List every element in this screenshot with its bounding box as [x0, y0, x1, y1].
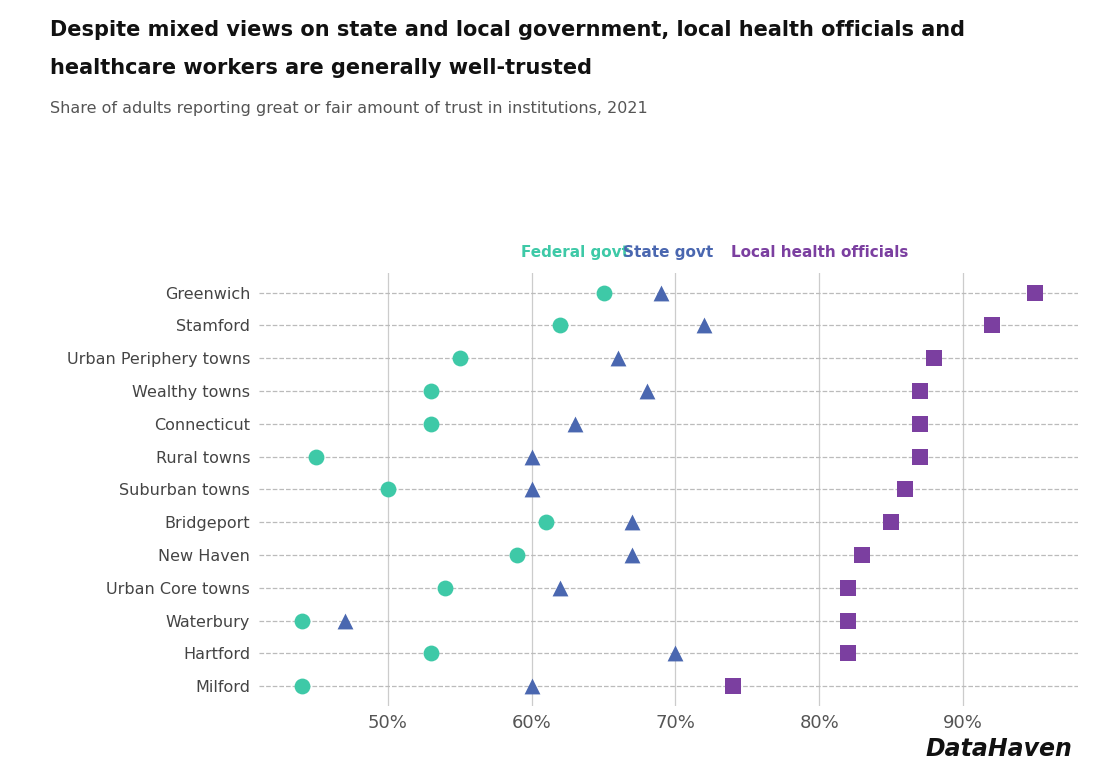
- Point: [422, 647, 440, 660]
- Point: [522, 483, 540, 496]
- Point: [882, 516, 900, 529]
- Point: [551, 582, 569, 594]
- Text: healthcare workers are generally well-trusted: healthcare workers are generally well-tr…: [50, 58, 592, 79]
- Point: [638, 385, 656, 397]
- Point: [652, 286, 670, 299]
- Text: Share of adults reporting great or fair amount of trust in institutions, 2021: Share of adults reporting great or fair …: [50, 101, 647, 116]
- Text: Local health officials: Local health officials: [730, 245, 908, 260]
- Point: [522, 450, 540, 463]
- Point: [595, 286, 613, 299]
- Point: [336, 615, 353, 627]
- Point: [1026, 286, 1044, 299]
- Point: [566, 417, 584, 430]
- Point: [508, 549, 526, 562]
- Point: [293, 680, 310, 693]
- Point: [422, 417, 440, 430]
- Point: [551, 319, 569, 332]
- Point: [609, 352, 627, 364]
- Point: [911, 385, 928, 397]
- Text: State govt: State govt: [623, 245, 714, 260]
- Point: [839, 615, 857, 627]
- Point: [307, 450, 324, 463]
- Point: [422, 385, 440, 397]
- Point: [522, 680, 540, 693]
- Point: [854, 549, 871, 562]
- Text: Despite mixed views on state and local government, local health officials and: Despite mixed views on state and local g…: [50, 20, 965, 40]
- Point: [911, 450, 928, 463]
- Point: [667, 647, 684, 660]
- Point: [293, 615, 310, 627]
- Point: [925, 352, 943, 364]
- Point: [451, 352, 469, 364]
- Point: [911, 417, 928, 430]
- Point: [695, 319, 713, 332]
- Text: Federal govt: Federal govt: [520, 245, 629, 260]
- Point: [983, 319, 1001, 332]
- Point: [839, 582, 857, 594]
- Point: [537, 516, 554, 529]
- Point: [379, 483, 397, 496]
- Point: [724, 680, 741, 693]
- Point: [839, 647, 857, 660]
- Point: [624, 516, 641, 529]
- Point: [896, 483, 914, 496]
- Point: [437, 582, 454, 594]
- Text: DataHaven: DataHaven: [925, 736, 1072, 760]
- Point: [624, 549, 641, 562]
